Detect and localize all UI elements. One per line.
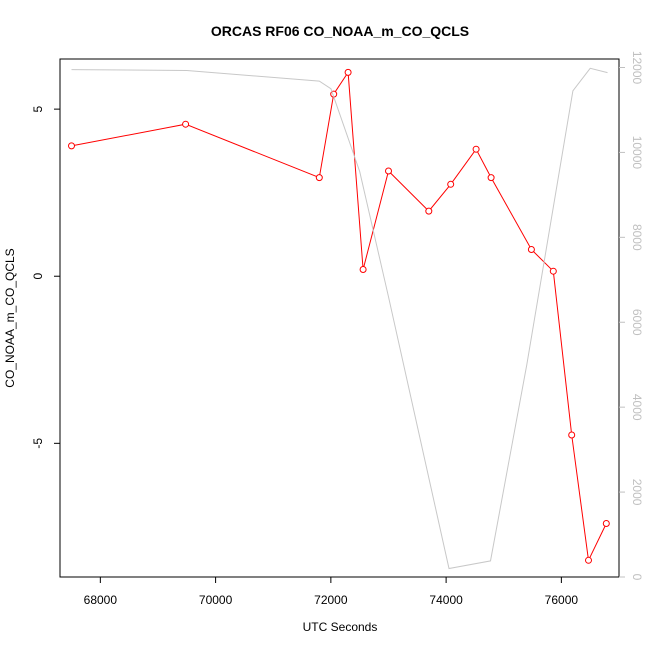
series-0-point — [315, 174, 323, 182]
series-0-point — [487, 174, 495, 182]
y-tick-label: -5 — [31, 438, 45, 449]
y2-tick-label: 12000 — [630, 51, 644, 85]
y2-tick-label: 2000 — [630, 479, 644, 506]
series-0-point — [585, 556, 592, 564]
y-axis-label: CO_NOAA_m_CO_QCLS — [3, 248, 17, 387]
y-tick-label: 5 — [31, 105, 45, 112]
y2-tick-label: 10000 — [630, 136, 644, 170]
series-0-point — [182, 120, 190, 128]
y2-tick-label: 4000 — [630, 394, 644, 421]
series-0-point — [68, 142, 75, 150]
y2-tick-label: 8000 — [630, 224, 644, 251]
series-0-line — [71, 70, 607, 563]
series-0-point — [472, 145, 480, 153]
plot-area — [68, 67, 610, 570]
x-tick-label: 70000 — [199, 593, 233, 607]
series-1-line — [71, 67, 608, 570]
series-0-point — [385, 167, 392, 175]
y-tick-label: 0 — [31, 273, 45, 280]
series-0-point — [344, 68, 352, 76]
series-0-point — [549, 267, 557, 275]
series-0-point — [425, 207, 433, 215]
series-0-point — [359, 266, 367, 273]
series-0-point — [568, 431, 576, 439]
y2-tick-label: 6000 — [630, 309, 644, 336]
series-0-point — [527, 246, 535, 253]
y2-tick-label: 0 — [630, 574, 644, 581]
series-0-point — [447, 180, 455, 188]
x-tick-label: 74000 — [429, 593, 463, 607]
plot-frame — [59, 58, 620, 578]
x-tick-label: 68000 — [84, 593, 118, 607]
series-0-point — [602, 520, 610, 527]
chart-title: ORCAS RF06 CO_NOAA_m_CO_QCLS — [211, 23, 469, 39]
x-axis-label: UTC Seconds — [303, 620, 378, 634]
x-tick-label: 76000 — [545, 593, 579, 607]
x-tick-label: 72000 — [314, 593, 348, 607]
axes: 68000 70000 72000 74000 76000 -5 0 5 0 2000 4000 60… — [31, 51, 644, 607]
